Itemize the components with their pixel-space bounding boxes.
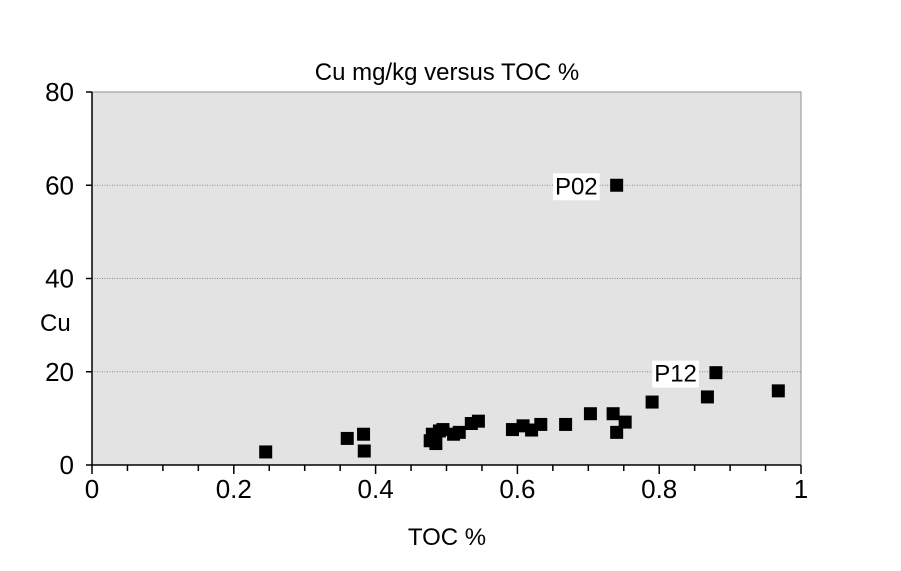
y-axis-label: Cu [40, 310, 71, 337]
point-label-text: P12 [654, 361, 697, 388]
scatter-point [357, 444, 371, 458]
x-axis-ticks: 0 0.2 0.4 0.6 0.8 1 [85, 465, 808, 504]
scatter-point [771, 384, 785, 398]
scatter-point [559, 417, 573, 431]
y-axis-ticks: 0 20 40 60 80 [45, 77, 92, 480]
y-tick-label: 0 [60, 450, 74, 480]
x-tick-label: 0.2 [216, 474, 252, 504]
point-label: P02 [552, 173, 600, 201]
scatter-point [610, 178, 624, 192]
scatter-point [700, 390, 714, 404]
scatter-point [429, 437, 443, 451]
scatter-point [534, 417, 548, 431]
data-points [259, 178, 785, 459]
point-label-background [552, 173, 600, 201]
x-tick-label: 1 [794, 474, 808, 504]
x-tick-label: 0 [85, 474, 99, 504]
point-label: P12 [652, 360, 699, 388]
point-label-background [652, 360, 699, 388]
x-tick-label: 0.4 [358, 474, 394, 504]
scatter-point [709, 366, 723, 380]
x-tick-label: 0.6 [499, 474, 535, 504]
scatter-point [340, 431, 354, 445]
scatter-point [583, 407, 597, 421]
x-axis-label: TOC % [408, 524, 486, 551]
scatter-point [471, 414, 485, 428]
scatter-point [618, 415, 632, 429]
point-label-text: P02 [555, 173, 598, 200]
scatter-point [436, 423, 450, 437]
scatter-point [259, 445, 273, 459]
scatter-point [357, 427, 371, 441]
chart-title: Cu mg/kg versus TOC % [315, 59, 580, 86]
y-tick-label: 80 [45, 77, 74, 107]
scatter-point [505, 423, 519, 437]
y-tick-label: 40 [45, 264, 74, 294]
scatter-point [606, 407, 620, 421]
scatter-point [452, 425, 466, 439]
scatter-point [610, 425, 624, 439]
point-annotations: P02 P12 [552, 173, 699, 388]
x-tick-label: 0.8 [641, 474, 677, 504]
y-tick-label: 20 [45, 357, 74, 387]
y-tick-label: 60 [45, 170, 74, 200]
scatter-point [645, 395, 659, 409]
